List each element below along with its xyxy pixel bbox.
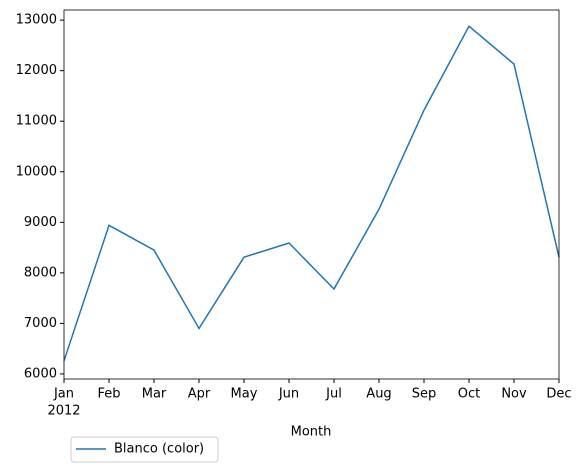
x-tick-label: Feb [97,387,120,402]
x-tick-label: Jun [278,387,299,402]
x-tick-label: Apr [188,387,211,402]
x-tick-label: May [231,387,258,402]
x-axis-label: Month [291,425,332,440]
y-tick-label: 9000 [24,215,57,230]
x-tick-label: Nov [501,387,527,402]
y-tick-label: 6000 [24,366,57,381]
x-year-label: 2012 [47,404,80,419]
y-tick-label: 12000 [16,63,57,78]
x-tick-label: Jan [53,387,74,402]
y-tick-label: 7000 [24,316,57,331]
x-tick-label: Jul [325,387,342,402]
x-tick-label: Dec [546,387,571,402]
y-tick-label: 10000 [16,164,57,179]
x-tick-label: Mar [142,387,167,402]
y-tick-label: 8000 [24,265,57,280]
y-tick-label: 11000 [16,114,57,129]
plot-frame [63,9,560,380]
legend-label: Blanco (color) [114,442,204,457]
x-tick-label: Aug [366,387,391,402]
line-series [63,25,560,362]
x-tick-label: Sep [412,387,437,402]
x-tick-label: Oct [458,387,480,402]
legend-box [70,436,219,463]
y-tick-label: 13000 [16,13,57,28]
